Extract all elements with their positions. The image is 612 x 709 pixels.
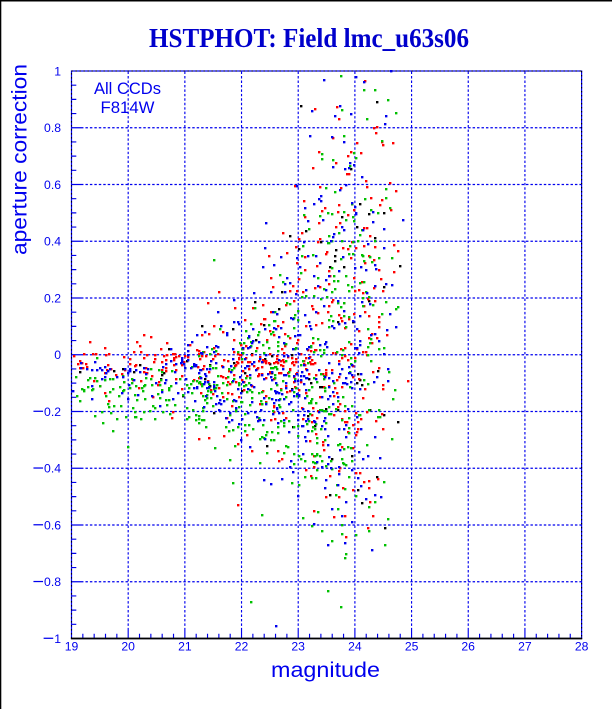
svg-text:aperture correction: aperture correction [8, 64, 32, 255]
svg-text:28: 28 [575, 640, 589, 654]
svg-text:0.6: 0.6 [44, 178, 61, 192]
svg-text:0.8: 0.8 [44, 575, 61, 589]
svg-text:21: 21 [178, 640, 192, 654]
svg-text:0.2: 0.2 [44, 405, 61, 419]
svg-text:1: 1 [54, 64, 61, 78]
svg-text:F814W: F814W [101, 99, 156, 117]
svg-text:20: 20 [121, 640, 135, 654]
svg-text:0.4: 0.4 [44, 462, 61, 476]
svg-text:19: 19 [65, 640, 79, 654]
svg-text:27: 27 [518, 640, 532, 654]
svg-text:0: 0 [54, 348, 61, 362]
svg-text:0.4: 0.4 [44, 235, 61, 249]
svg-text:25: 25 [405, 640, 419, 654]
svg-text:magnitude: magnitude [271, 658, 380, 682]
svg-text:HSTPHOT: Field lmc_u63s06: HSTPHOT: Field lmc_u63s06 [149, 23, 469, 53]
svg-text:22: 22 [235, 640, 249, 654]
svg-text:0.8: 0.8 [44, 121, 61, 135]
svg-text:0.2: 0.2 [44, 291, 61, 305]
svg-text:All CCDs: All CCDs [94, 80, 161, 98]
svg-text:24: 24 [348, 640, 362, 654]
svg-text:0.6: 0.6 [44, 518, 61, 532]
svg-text:26: 26 [461, 640, 475, 654]
svg-text:1: 1 [54, 632, 61, 646]
svg-text:23: 23 [291, 640, 305, 654]
